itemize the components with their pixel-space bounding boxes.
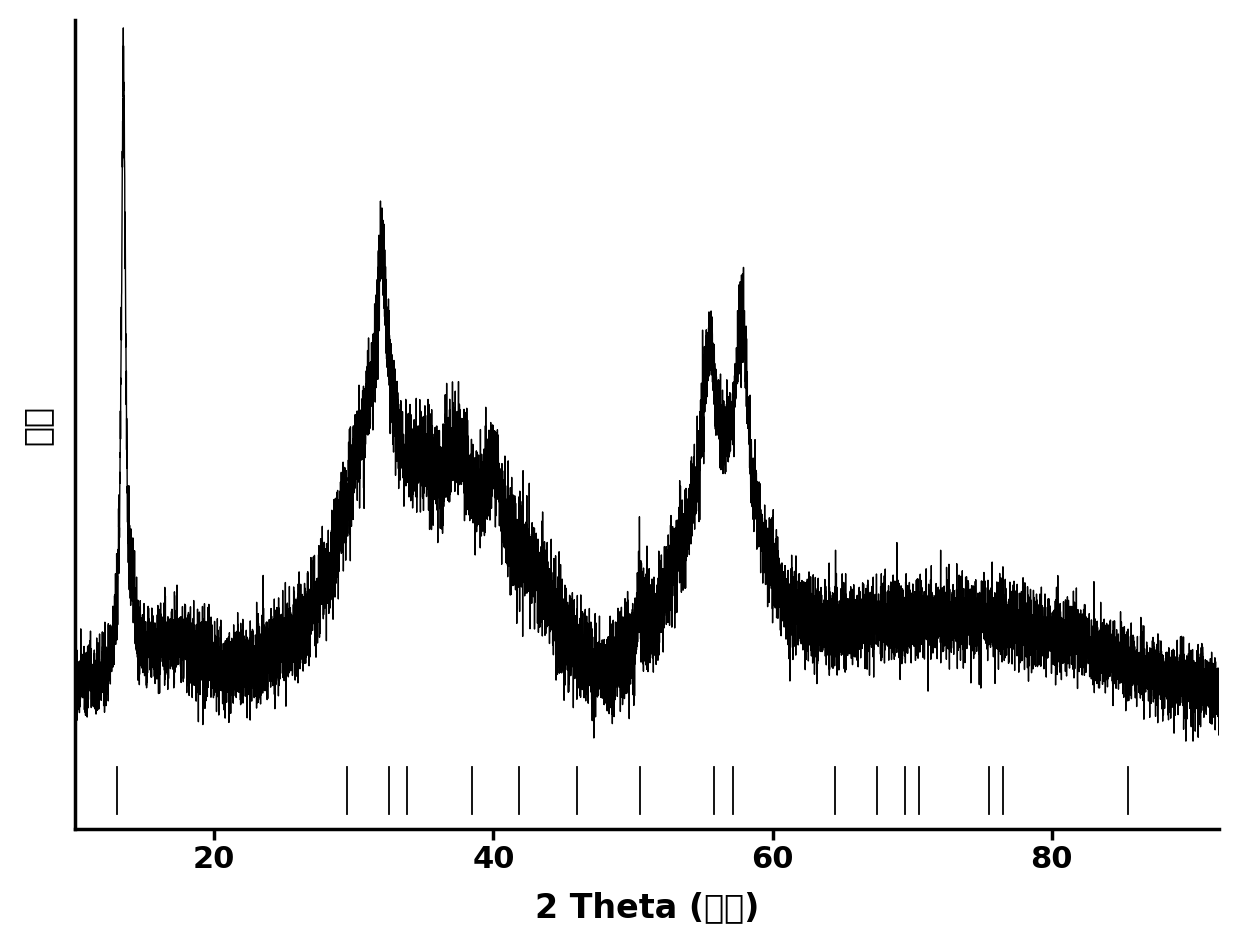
Y-axis label: 强度: 强度 — [21, 405, 53, 445]
X-axis label: 2 Theta (角度): 2 Theta (角度) — [534, 890, 759, 923]
